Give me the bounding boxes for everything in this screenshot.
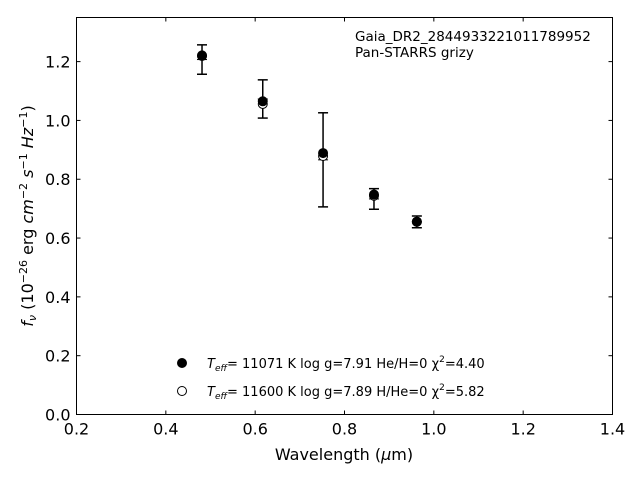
annotation-line-1: Gaia_DR2_2844933221011789952 bbox=[355, 29, 591, 45]
x-tick-label: 0.8 bbox=[332, 420, 357, 439]
y-tick-label: 0.0 bbox=[45, 406, 70, 425]
legend-marker-open bbox=[177, 386, 187, 396]
x-tick-label: 1.4 bbox=[600, 420, 625, 439]
y-tick-labels: 0.0 0.2 0.4 0.6 0.8 1.0 1.2 bbox=[45, 53, 70, 425]
observed-errorbars bbox=[197, 44, 422, 229]
model-point-filled bbox=[368, 189, 379, 200]
model-point-filled bbox=[257, 96, 268, 107]
y-tick-label: 0.4 bbox=[45, 288, 70, 307]
y-tick-label: 0.8 bbox=[45, 170, 70, 189]
x-tick-label: 0.2 bbox=[64, 420, 89, 439]
y-tick-label: 0.2 bbox=[45, 347, 70, 366]
y-axis-title: fν (10−26 erg cm−2 s−1 Hz−1) bbox=[17, 105, 39, 326]
x-tick-label: 0.6 bbox=[242, 420, 267, 439]
plot-frame bbox=[76, 17, 613, 415]
x-tick-label: 1.0 bbox=[421, 420, 446, 439]
y-tick-label: 0.6 bbox=[45, 229, 70, 248]
legend-label-2: Teff= 11600 K log g=7.89 H/He=0 χ2=5.82 bbox=[207, 383, 485, 402]
y-tick-label: 1.2 bbox=[45, 53, 70, 72]
model-point-filled bbox=[318, 148, 329, 159]
legend-label-1: Teff= 11071 K log g=7.91 He/H=0 χ2=4.40 bbox=[207, 355, 485, 374]
x-tick-labels: 0.2 0.4 0.6 0.8 1.0 1.2 1.4 bbox=[64, 420, 625, 439]
legend: Teff= 11071 K log g=7.91 He/H=0 χ2=4.40 … bbox=[177, 355, 485, 402]
x-tick-label: 1.2 bbox=[510, 420, 535, 439]
model-point-filled bbox=[197, 51, 208, 62]
legend-marker-filled bbox=[177, 358, 187, 368]
model-markers bbox=[197, 50, 422, 227]
annotation-line-2: Pan-STARRS grizy bbox=[355, 45, 474, 61]
y-tick-label: 1.0 bbox=[45, 111, 70, 130]
axis-ticks bbox=[76, 17, 613, 415]
model-point-filled bbox=[411, 216, 422, 227]
x-axis-title: Wavelength (μm) bbox=[275, 445, 413, 464]
x-tick-label: 0.4 bbox=[153, 420, 178, 439]
